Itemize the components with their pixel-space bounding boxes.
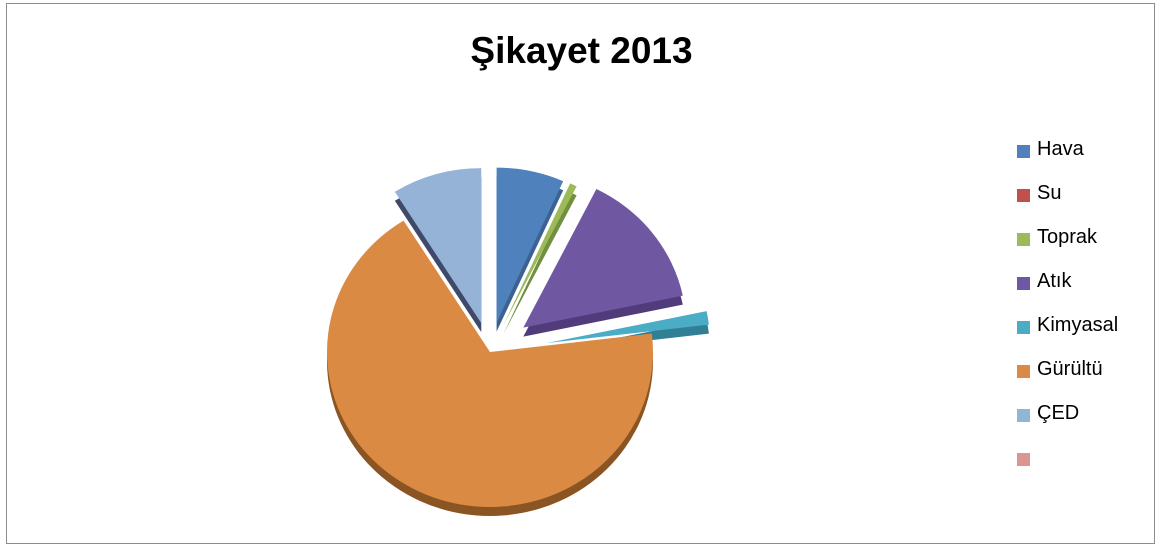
pie-slice-atık — [523, 189, 683, 328]
chart-frame: Şikayet 2013 Hava Su Toprak Atık Kimyasal Gür… — [6, 3, 1155, 544]
legend-swatch — [1017, 409, 1030, 422]
pie-slice-side-toprak — [503, 192, 577, 334]
legend-label: Gürültü — [1037, 358, 1103, 380]
pie-slice-çed — [394, 168, 482, 324]
legend-swatch — [1017, 365, 1030, 378]
pie-slice-gürültü — [326, 220, 653, 507]
legend-swatch — [1017, 321, 1030, 334]
legend-swatch — [1017, 189, 1030, 202]
legend-swatch — [1017, 453, 1030, 466]
legend-label: Su — [1037, 182, 1062, 204]
legend-swatch — [1017, 233, 1030, 246]
chart-title: Şikayet 2013 — [470, 30, 693, 71]
legend-swatch — [1017, 277, 1030, 290]
legend-label: Kimyasal — [1037, 314, 1119, 336]
legend-label: Atık — [1037, 270, 1072, 292]
pie-slice-hava — [496, 167, 564, 323]
legend-swatch — [1017, 145, 1030, 158]
pie-chart — [326, 167, 709, 517]
pie-slice-toprak — [503, 183, 577, 325]
pie-slice-kimyasal — [547, 311, 709, 344]
legend-label: ÇED — [1037, 402, 1080, 424]
legend-label: Hava — [1037, 138, 1084, 160]
legend-label: Toprak — [1037, 226, 1098, 248]
